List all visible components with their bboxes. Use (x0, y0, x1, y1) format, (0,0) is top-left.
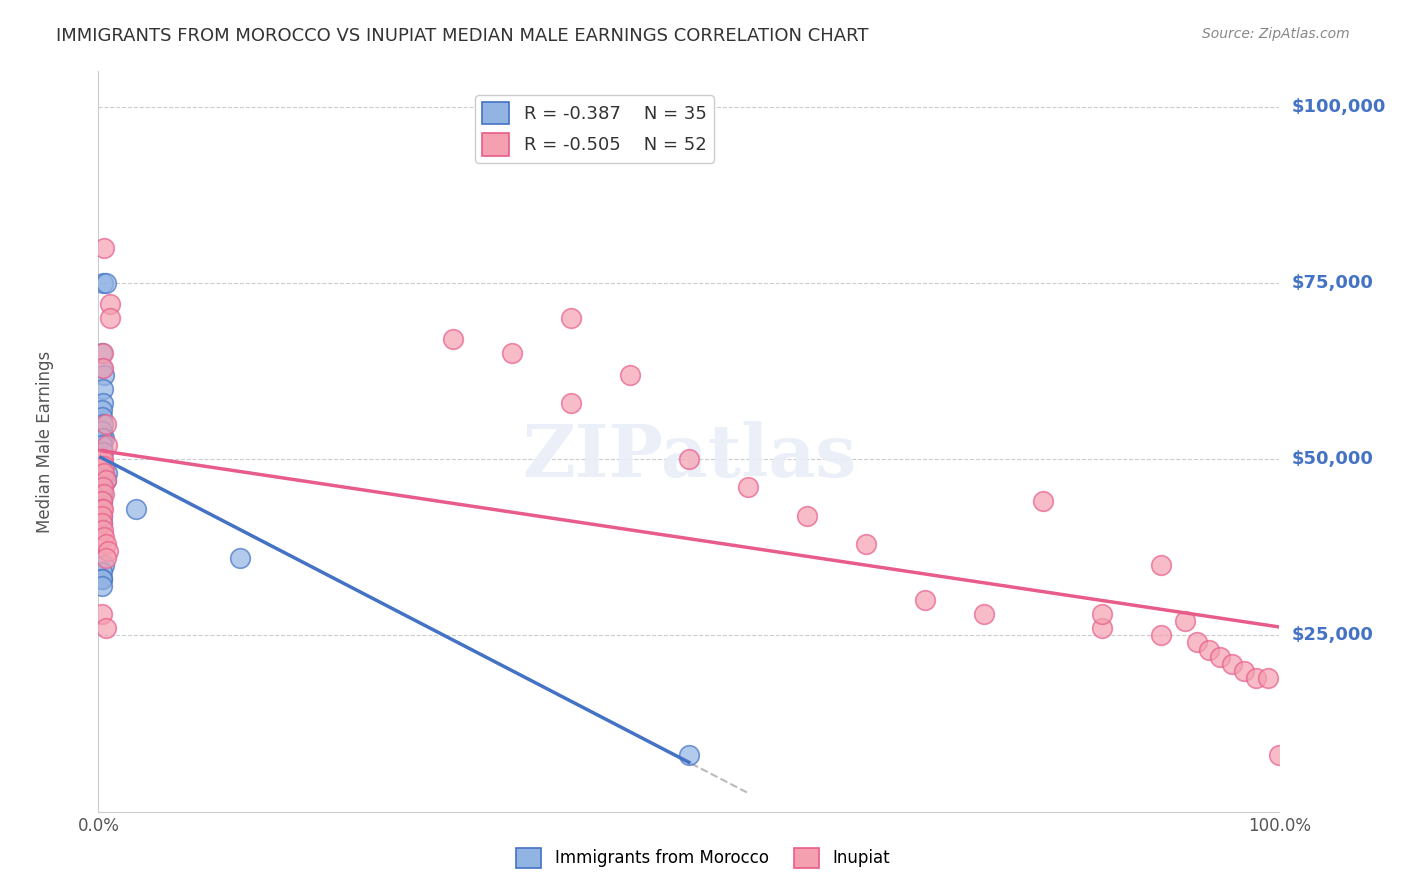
Point (91, 360, 114, 375)
Point (91, 487, 114, 501)
Text: $25,000: $25,000 (1291, 626, 1374, 644)
Point (1209, 649, 1232, 664)
Point (91, 607, 114, 622)
Point (94, 417, 117, 431)
Point (619, 368, 641, 382)
Point (98, 297, 121, 311)
Point (914, 593, 936, 607)
Point (1185, 635, 1208, 649)
Point (91, 508, 114, 523)
Point (560, 396, 582, 410)
Point (91, 501, 114, 516)
Point (91, 431, 114, 445)
Point (91, 276, 114, 290)
Point (1174, 615, 1197, 629)
Point (91, 402, 114, 417)
Point (1233, 664, 1256, 678)
Point (91, 494, 114, 508)
Point (91, 572, 114, 586)
Point (91, 565, 114, 579)
Point (855, 537, 877, 551)
Text: IMMIGRANTS FROM MOROCCO VS INUPIAT MEDIAN MALE EARNINGS CORRELATION CHART: IMMIGRANTS FROM MOROCCO VS INUPIAT MEDIA… (56, 27, 869, 45)
Point (91, 424, 114, 438)
Point (91, 360, 114, 375)
Point (91, 516, 114, 530)
Point (1150, 558, 1173, 572)
Point (93, 241, 115, 255)
Text: $100,000: $100,000 (1291, 97, 1386, 116)
Point (93, 459, 115, 474)
Point (91, 396, 114, 410)
Point (973, 607, 995, 622)
Point (94, 537, 117, 551)
Point (91, 480, 114, 494)
Point (91, 579, 114, 593)
Point (560, 311, 582, 326)
Legend: R = -0.387    N = 35, R = -0.505    N = 52: R = -0.387 N = 35, R = -0.505 N = 52 (475, 95, 714, 162)
Point (91, 494, 114, 508)
Point (501, 346, 523, 360)
Point (1091, 621, 1114, 635)
Point (93, 368, 115, 382)
Point (94, 276, 117, 290)
Point (1150, 628, 1173, 642)
Point (91, 467, 114, 481)
Point (91, 516, 114, 530)
Point (91, 480, 114, 494)
Text: Source: ZipAtlas.com: Source: ZipAtlas.com (1202, 27, 1350, 41)
Point (91, 452, 114, 467)
Text: $75,000: $75,000 (1291, 274, 1374, 292)
Point (91, 452, 114, 467)
Point (91, 417, 114, 431)
Point (441, 332, 464, 346)
Point (90, 452, 112, 467)
Point (94, 473, 117, 487)
Point (796, 508, 818, 523)
Point (96, 438, 118, 452)
Point (94, 550, 117, 565)
Point (91, 572, 114, 586)
Point (93, 431, 115, 445)
Point (93, 530, 115, 544)
Point (91, 438, 114, 452)
Point (93, 467, 115, 481)
Point (125, 501, 148, 516)
Point (1032, 494, 1054, 508)
Point (1220, 657, 1243, 671)
Point (93, 558, 115, 572)
Point (1257, 671, 1279, 685)
Text: $50,000: $50,000 (1291, 450, 1374, 468)
Point (91, 452, 114, 467)
Point (91, 459, 114, 474)
Text: ZIPatlas: ZIPatlas (522, 421, 856, 491)
Point (1198, 642, 1220, 657)
Point (91, 452, 114, 467)
Point (91, 487, 114, 501)
Point (91, 346, 114, 360)
Point (91, 523, 114, 537)
Point (91, 382, 114, 396)
Text: Median Male Earnings: Median Male Earnings (37, 351, 55, 533)
Legend: Immigrants from Morocco, Inupiat: Immigrants from Morocco, Inupiat (510, 841, 896, 875)
Point (1091, 607, 1114, 622)
Point (97, 544, 120, 558)
Point (94, 473, 117, 487)
Point (678, 748, 700, 763)
Point (1244, 671, 1267, 685)
Point (93, 487, 115, 501)
Point (91, 501, 114, 516)
Point (91, 445, 114, 459)
Point (96, 467, 118, 481)
Point (98, 311, 121, 326)
Point (91, 409, 114, 424)
Point (1268, 748, 1291, 763)
Point (91, 346, 114, 360)
Point (94, 621, 117, 635)
Point (678, 452, 700, 467)
Point (737, 480, 759, 494)
Point (91, 508, 114, 523)
Point (229, 550, 252, 565)
